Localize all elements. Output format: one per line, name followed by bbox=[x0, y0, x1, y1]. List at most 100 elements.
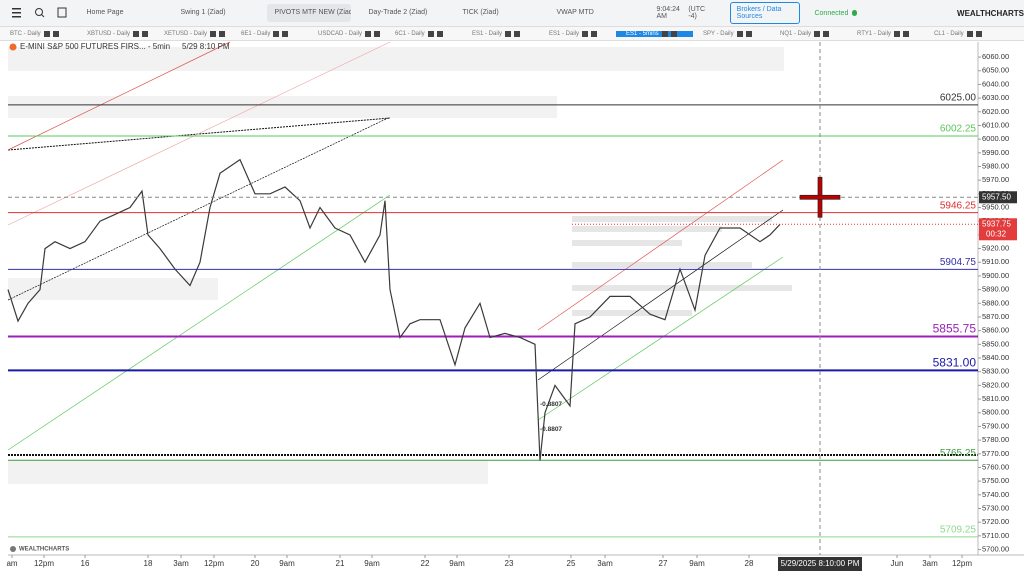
watchlist-symbol[interactable]: 6E1 - Daily bbox=[241, 30, 271, 37]
level-label: 5855.75 bbox=[933, 322, 977, 336]
crosshair-cross-v bbox=[817, 176, 823, 218]
x-tick-label: 16 bbox=[81, 559, 90, 568]
watchlist-symbol[interactable]: SPY - Daily bbox=[703, 30, 734, 37]
x-tick-label: 20 bbox=[251, 559, 260, 568]
y-tick-label: 6040.00 bbox=[982, 79, 1009, 88]
watchlist-item[interactable]: ES1 - Daily bbox=[462, 30, 539, 37]
annotation: -0.8807 bbox=[540, 426, 562, 433]
y-tick-label: 5700.00 bbox=[982, 545, 1009, 554]
y-tick-label: 5920.00 bbox=[982, 244, 1009, 253]
tab[interactable]: TICK (Ziad) bbox=[462, 9, 499, 16]
y-tick-label: 5880.00 bbox=[982, 298, 1009, 307]
level-label: 5709.25 bbox=[940, 525, 977, 536]
brokers-button[interactable]: Brokers / Data Sources bbox=[729, 2, 801, 24]
crosshair-y-box bbox=[979, 191, 1017, 204]
x-tick-label: 23 bbox=[505, 559, 514, 568]
badge bbox=[52, 30, 59, 37]
y-tick-label: 6030.00 bbox=[982, 93, 1009, 102]
x-tick-label: 9am bbox=[689, 559, 705, 568]
tab[interactable]: Day-Trade 2 (Ziad) bbox=[368, 9, 428, 16]
x-tick-label: 3am bbox=[597, 559, 613, 568]
x-tick-label: Jun bbox=[891, 559, 904, 568]
y-tick-label: 5750.00 bbox=[982, 476, 1009, 485]
badge bbox=[966, 30, 973, 37]
tab[interactable]: PIVOTS MTF NEW (Ziad) bbox=[266, 4, 351, 22]
badge bbox=[282, 30, 289, 37]
tab[interactable]: VWAP MTD bbox=[556, 9, 594, 16]
x-tick-label: 25 bbox=[567, 559, 576, 568]
badge bbox=[591, 30, 598, 37]
y-tick-label: 5910.00 bbox=[982, 257, 1009, 266]
x-tick-label: 3am bbox=[173, 559, 189, 568]
watchlist-symbol[interactable]: BTC - Daily bbox=[10, 30, 41, 37]
y-tick-label: 5990.00 bbox=[982, 148, 1009, 157]
watchlist-symbol[interactable]: CL1 - Daily bbox=[934, 30, 964, 37]
y-tick-label: 5830.00 bbox=[982, 367, 1009, 376]
x-tick-label: 18 bbox=[144, 559, 153, 568]
watchlist-item[interactable]: USDCAD - Daily bbox=[308, 30, 385, 37]
y-tick-label: 5890.00 bbox=[982, 285, 1009, 294]
x-tick-label: am bbox=[6, 559, 17, 568]
watchlist-symbol[interactable]: 6C1 - Daily bbox=[395, 30, 425, 37]
watchlist-item[interactable]: NQ1 - Daily bbox=[770, 30, 847, 37]
x-tick-label: 9am bbox=[279, 559, 295, 568]
watchlist-item[interactable]: SPY - Daily bbox=[693, 30, 770, 37]
y-tick-label: 5820.00 bbox=[982, 380, 1009, 389]
watchlist-item[interactable]: RTY1 - Daily bbox=[847, 30, 924, 37]
watchlist-item[interactable]: 6E1 - Daily bbox=[231, 30, 308, 37]
x-tick-label: 27 bbox=[659, 559, 668, 568]
level-label: 6025.00 bbox=[940, 93, 977, 104]
toolbar-icons: AI bbox=[12, 7, 67, 18]
x-tick-label: 12pm bbox=[204, 559, 224, 568]
y-tick-label: 5900.00 bbox=[982, 271, 1009, 280]
x-tick-label: 22 bbox=[421, 559, 430, 568]
y-tick-label: 6050.00 bbox=[982, 66, 1009, 75]
badge bbox=[975, 30, 982, 37]
watchlist-symbol[interactable]: NQ1 - Daily bbox=[780, 30, 812, 37]
badge bbox=[374, 30, 381, 37]
y-tick-label: 6020.00 bbox=[982, 107, 1009, 116]
watchlist-symbol[interactable]: ES1 - Daily bbox=[472, 30, 503, 37]
watchlist-item[interactable]: ES1 - Daily bbox=[539, 30, 616, 37]
watchlist-symbol[interactable]: ES1 - 5mins bbox=[626, 30, 659, 37]
watchlist-item[interactable]: XETUSD - Daily bbox=[154, 30, 231, 37]
x-tick-label: 3am bbox=[922, 559, 938, 568]
level-label: 5765.25 bbox=[940, 448, 977, 459]
watchlist-symbol[interactable]: XBTUSD - Daily bbox=[87, 30, 131, 37]
watchlist-symbol[interactable]: USDCAD - Daily bbox=[318, 30, 363, 37]
y-tick-label: 5710.00 bbox=[982, 531, 1009, 540]
badge bbox=[670, 30, 677, 37]
y-tick-label: 5720.00 bbox=[982, 517, 1009, 526]
tab[interactable]: Home Page bbox=[86, 9, 124, 16]
watchlist-bar: BTC - Daily XBTUSD - Daily XETUSD - Daily 6… bbox=[0, 27, 1024, 41]
watchlist-item[interactable]: XBTUSD - Daily bbox=[77, 30, 154, 37]
x-tick-label: 9am bbox=[364, 559, 380, 568]
watchlist-symbol[interactable]: XETUSD - Daily bbox=[164, 30, 208, 37]
clock: 9:04:24 AM bbox=[656, 6, 680, 20]
level-label: 5831.00 bbox=[933, 355, 977, 369]
y-tick-label: 5960.00 bbox=[982, 189, 1009, 198]
x-tick-label: 28 bbox=[745, 559, 754, 568]
watchlist-symbol[interactable]: RTY1 - Daily bbox=[857, 30, 891, 37]
status-dot bbox=[852, 10, 858, 16]
y-tick-label: 6010.00 bbox=[982, 120, 1009, 129]
badge bbox=[736, 30, 743, 37]
tab[interactable]: Swing 1 (Ziad) bbox=[180, 9, 226, 16]
countdown: 00:32 bbox=[986, 229, 1007, 238]
watchlist-item[interactable]: ES1 - 5mins bbox=[616, 30, 693, 37]
watchlist-item[interactable]: CL1 - Daily bbox=[924, 30, 1001, 37]
watchlist-item[interactable]: 6C1 - Daily bbox=[385, 30, 462, 37]
level-label: 5904.75 bbox=[940, 257, 977, 268]
badge bbox=[902, 30, 909, 37]
badge bbox=[823, 30, 830, 37]
y-tick-label: 5940.00 bbox=[982, 216, 1009, 225]
crosshair-cross-h bbox=[799, 194, 841, 200]
badge bbox=[427, 30, 434, 37]
watchlist-symbol[interactable]: ES1 - Daily bbox=[549, 30, 580, 37]
watchlist-item[interactable]: BTC - Daily bbox=[0, 30, 77, 37]
crosshair-x-label: 5/29/2025 8:10:00 PM bbox=[781, 559, 860, 568]
badge bbox=[219, 30, 226, 37]
y-tick-label: 5870.00 bbox=[982, 312, 1009, 321]
